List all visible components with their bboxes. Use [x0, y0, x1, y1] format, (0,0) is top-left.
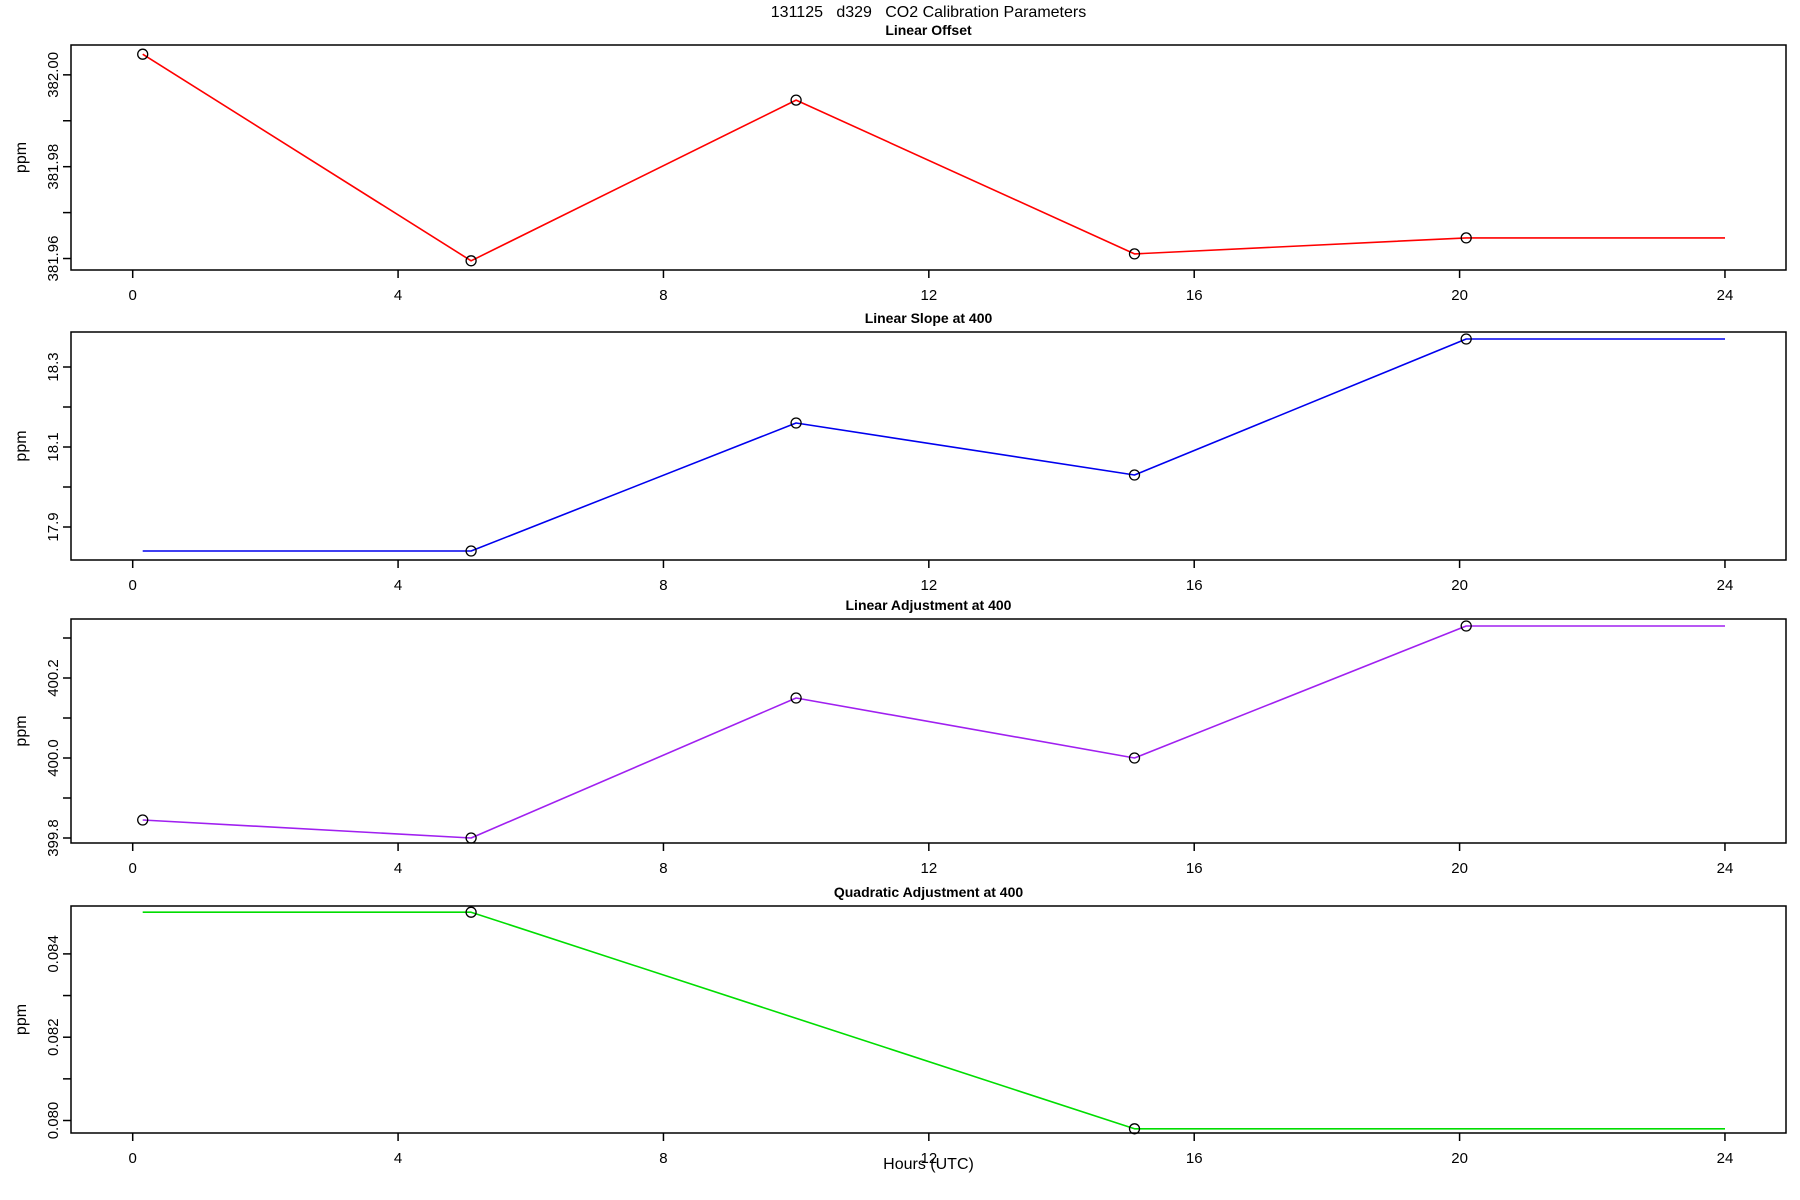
- data-point-marker: [790, 94, 802, 106]
- svg-text:0: 0: [129, 860, 137, 877]
- data-point-marker: [1128, 248, 1141, 260]
- svg-text:24: 24: [1717, 1150, 1734, 1167]
- svg-text:16: 16: [1186, 1150, 1203, 1167]
- panel-title-linear-offset: Linear Offset: [885, 22, 972, 38]
- svg-text:20: 20: [1451, 577, 1468, 594]
- svg-text:0: 0: [129, 577, 137, 594]
- svg-text:4: 4: [394, 1150, 402, 1167]
- svg-text:0.082: 0.082: [45, 1018, 62, 1056]
- svg-text:16: 16: [1186, 287, 1203, 304]
- svg-text:0: 0: [129, 287, 137, 304]
- data-point-marker: [1128, 469, 1141, 481]
- y-axis-label-panel-0: ppm: [13, 142, 30, 173]
- svg-text:12: 12: [920, 1150, 937, 1167]
- svg-text:17.9: 17.9: [45, 512, 62, 541]
- panel-title-quadratic-adjustment: Quadratic Adjustment at 400: [833, 884, 1024, 900]
- svg-text:0: 0: [129, 1150, 137, 1167]
- panel-0: 0 4 8 12 16 20 24 382.00 381.98 381.96 ppm: [13, 44, 1787, 304]
- data-point-marker: [465, 906, 477, 918]
- data-point-marker: [1460, 620, 1472, 632]
- data-line-panel-3: [142, 911, 1725, 1130]
- data-point-marker: [137, 48, 149, 60]
- svg-text:381.96: 381.96: [45, 236, 62, 282]
- y-axis-label-panel-2: ppm: [13, 715, 30, 746]
- y-axis-label-panel-3: ppm: [13, 1004, 30, 1035]
- x-axis-label: Hours (UTC): [883, 1156, 974, 1173]
- data-line-panel-1: [142, 338, 1725, 552]
- data-point-marker: [1128, 752, 1141, 764]
- svg-text:400.2: 400.2: [45, 659, 62, 697]
- svg-text:8: 8: [659, 287, 667, 304]
- svg-text:0.084: 0.084: [45, 935, 62, 973]
- svg-text:16: 16: [1186, 577, 1203, 594]
- svg-text:20: 20: [1451, 1150, 1468, 1167]
- svg-text:8: 8: [659, 1150, 667, 1167]
- data-line-panel-2: [142, 625, 1725, 839]
- svg-text:400.0: 400.0: [45, 739, 62, 777]
- svg-text:382.00: 382.00: [45, 52, 62, 98]
- svg-text:4: 4: [394, 577, 402, 594]
- svg-text:16: 16: [1186, 860, 1203, 877]
- figure-main-title: 131125 d329 CO2 Calibration Parameters: [770, 4, 1087, 21]
- panel-title-linear-slope: Linear Slope at 400: [864, 310, 993, 326]
- data-point-marker: [1128, 1123, 1141, 1135]
- svg-text:8: 8: [659, 860, 667, 877]
- panel-2: 0 4 8 12 16 20 24 400.2 400.0 399.8 ppm: [13, 618, 1787, 877]
- data-point-marker: [465, 545, 477, 557]
- svg-text:4: 4: [394, 860, 402, 877]
- data-point-marker: [1460, 333, 1472, 345]
- svg-text:20: 20: [1451, 860, 1468, 877]
- data-line-panel-0: [142, 53, 1725, 262]
- svg-text:381.98: 381.98: [45, 144, 62, 190]
- svg-text:24: 24: [1717, 287, 1734, 304]
- svg-text:12: 12: [920, 577, 937, 594]
- svg-text:4: 4: [394, 287, 402, 304]
- svg-text:24: 24: [1717, 860, 1734, 877]
- svg-text:24: 24: [1717, 577, 1734, 594]
- svg-text:20: 20: [1451, 287, 1468, 304]
- panel-3: 0 4 8 12 16 20 24 0.084 0.082 0.080 ppm: [13, 905, 1787, 1167]
- panel-1: 0 4 8 12 16 20 24 18.3 18.1 17.9 ppm: [13, 331, 1787, 594]
- svg-text:8: 8: [659, 577, 667, 594]
- y-axis-label-panel-1: ppm: [13, 430, 30, 461]
- svg-text:18.3: 18.3: [45, 352, 62, 381]
- data-point-marker: [465, 255, 477, 267]
- panel-title-linear-adjustment: Linear Adjustment at 400: [845, 597, 1012, 613]
- svg-text:399.8: 399.8: [45, 819, 62, 857]
- svg-text:12: 12: [920, 860, 937, 877]
- svg-text:0.080: 0.080: [45, 1102, 62, 1140]
- svg-text:18.1: 18.1: [45, 432, 62, 461]
- data-point-marker: [137, 814, 149, 826]
- data-point-marker: [465, 832, 477, 844]
- data-point-marker: [1460, 232, 1472, 244]
- data-point-marker: [790, 417, 802, 429]
- svg-text:12: 12: [920, 287, 937, 304]
- data-point-marker: [790, 692, 802, 704]
